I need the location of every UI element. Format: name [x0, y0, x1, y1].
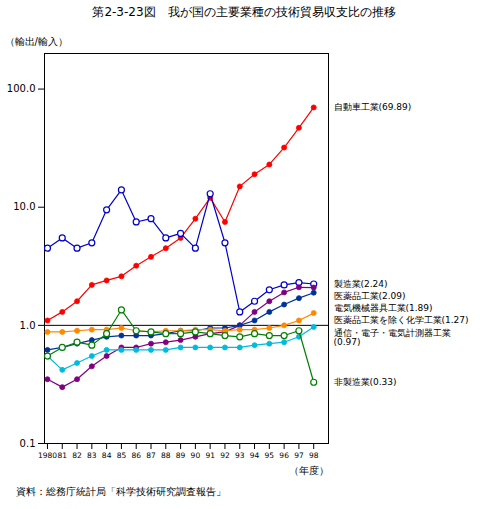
- html-text:第2-3-23図 我が国の主要業種の技術貿易収支比の推移: 第2-3-23図 我が国の主要業種の技術貿易収支比の推移: [92, 5, 396, 19]
- svg-text:10.0: 10.0: [13, 201, 35, 212]
- svg-text:82: 82: [72, 451, 82, 460]
- svg-text:84: 84: [102, 451, 112, 460]
- svg-text:100.0: 100.0: [7, 83, 36, 94]
- svg-text:90: 90: [191, 451, 201, 460]
- svg-text:88: 88: [161, 451, 171, 460]
- svg-text:通信・電子・電気計測器工業(0.97): 通信・電子・電気計測器工業(0.97): [334, 328, 451, 347]
- svg-text:97: 97: [294, 451, 304, 460]
- svg-text:0.1: 0.1: [20, 438, 36, 449]
- svg-text:91: 91: [205, 451, 215, 460]
- svg-text:1.0: 1.0: [20, 320, 36, 331]
- svg-text:92: 92: [220, 451, 230, 460]
- svg-text:93: 93: [235, 451, 245, 460]
- svg-text:製造業(2.24): 製造業(2.24): [334, 279, 388, 289]
- svg-text:95: 95: [265, 451, 275, 460]
- svg-text:医薬品工業(2.09): 医薬品工業(2.09): [334, 291, 406, 301]
- svg-text:電気機械器具工業(1.89): 電気機械器具工業(1.89): [334, 303, 433, 313]
- html-text:資料：総務庁統計局「科学技術研究調査報告」: 資料：総務庁統計局「科学技術研究調査報告」: [16, 486, 226, 497]
- svg-text:85: 85: [117, 451, 127, 460]
- svg-text:（年度）: （年度）: [289, 465, 329, 476]
- svg-text:87: 87: [146, 451, 156, 460]
- svg-text:94: 94: [250, 451, 260, 460]
- svg-text:医薬品工業を除く化学工業(1.27): 医薬品工業を除く化学工業(1.27): [334, 315, 469, 325]
- svg-text:98: 98: [309, 451, 319, 460]
- svg-text:96: 96: [279, 451, 289, 460]
- svg-text:（輸出/輸入）: （輸出/輸入）: [5, 36, 68, 47]
- svg-text:自動車工業(69.89): 自動車工業(69.89): [334, 102, 412, 112]
- svg-text:86: 86: [131, 451, 141, 460]
- svg-text:89: 89: [176, 451, 186, 460]
- svg-text:非製造業(0.33): 非製造業(0.33): [334, 377, 397, 387]
- svg-text:1980: 1980: [38, 451, 57, 460]
- svg-text:83: 83: [87, 451, 97, 460]
- svg-text:81: 81: [57, 451, 67, 460]
